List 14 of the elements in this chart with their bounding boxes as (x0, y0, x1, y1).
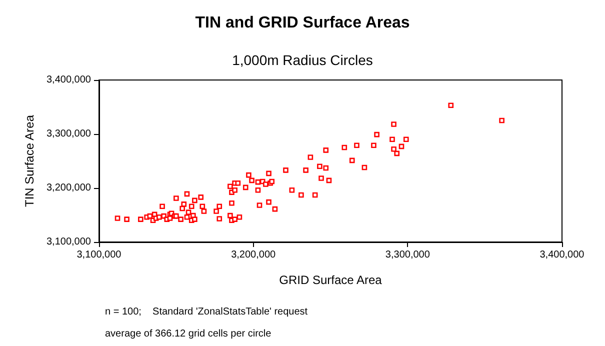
y-tick-label: 3,400,000 (46, 74, 92, 86)
x-tick-label: 3,300,000 (385, 250, 430, 260)
x-tick-label: 3,200,000 (231, 250, 276, 260)
y-tick-label: 3,300,000 (46, 128, 92, 140)
text: average of 366.12 grid cells per circle (105, 328, 272, 340)
x-axis-title: GRID Surface Area (279, 273, 382, 287)
y-tick-label: 3,200,000 (46, 182, 92, 194)
x-tick-label: 3,400,000 (540, 250, 585, 260)
text: n = 100; Standard 'ZonalStatsTable' request (105, 306, 308, 318)
chart-subtitle: 1,000m Radius Circles (232, 52, 373, 68)
y-axis-title: TIN Surface Area (22, 114, 37, 208)
x-tick-label: 3,100,000 (76, 250, 122, 260)
y-tick-label: 3,100,000 (46, 236, 92, 248)
chart-title: TIN and GRID Surface Areas (195, 14, 410, 32)
